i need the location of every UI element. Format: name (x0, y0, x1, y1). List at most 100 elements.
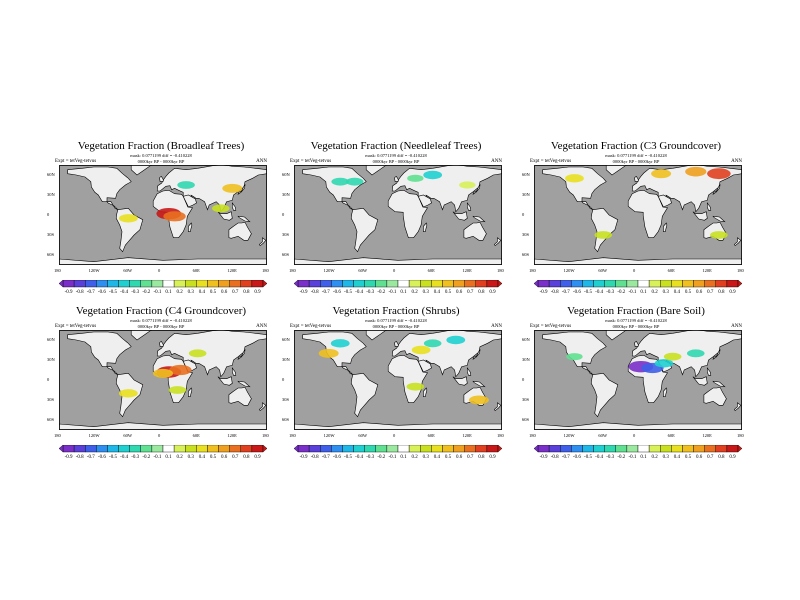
colorbar-swatch (475, 445, 488, 453)
colorbar-swatch (118, 445, 130, 453)
colorbar-min-arrow (534, 280, 539, 288)
longitude-label: 0 (633, 433, 636, 438)
colorbar-swatch (151, 280, 164, 288)
world-map (294, 330, 502, 430)
longitude-label: 180 (529, 433, 536, 438)
colorbar-tick-label: 0.5 (684, 455, 692, 460)
latitude-label: 60N (47, 337, 55, 342)
anomaly-patch (710, 231, 728, 239)
latitude-label: 60N (47, 172, 55, 177)
experiment-label: Expt = tetVeg-tetvus (290, 159, 332, 164)
colorbar-swatch (151, 445, 164, 453)
colorbar-swatch (648, 445, 661, 453)
map-frame (59, 165, 267, 265)
continent (350, 372, 379, 418)
latitude-label: 60S (47, 417, 55, 422)
continent (237, 183, 246, 196)
latitude-label: 30S (282, 397, 290, 402)
latitude-label: 60S (282, 417, 290, 422)
colorbar-swatch (704, 445, 716, 453)
colorbar-tick-label: 0.6 (220, 290, 228, 295)
colorbar-swatch (62, 280, 75, 288)
colorbar-tick-label: 0.6 (455, 455, 463, 460)
anomaly-patch (651, 169, 672, 179)
colorbar-tick-label: -0.3 (131, 455, 140, 460)
colorbar-tick-label: 0.8 (718, 455, 725, 460)
anomaly-patch (188, 349, 207, 358)
longitude-label: 0 (158, 433, 161, 438)
colorbar-swatch (682, 445, 694, 453)
continent (237, 380, 251, 388)
colorbar-tick-label: 0.2 (411, 290, 418, 295)
anomaly-patch (163, 211, 186, 222)
colorbar-swatch (615, 280, 628, 288)
colorbar-swatch (442, 445, 454, 453)
colorbar-swatch (162, 280, 175, 288)
continent (59, 257, 267, 265)
colorbar-tick-label: 0.5 (444, 455, 452, 460)
colorbar-swatch (207, 445, 219, 453)
continent (188, 387, 193, 397)
colorbar-swatch (118, 280, 130, 288)
continent (494, 402, 502, 412)
anomaly-patch (423, 339, 442, 348)
colorbar-ticks: -0.9 -0.8 -0.7 -0.6 -0.5 -0.4 -0.3 -0.2 -0.1 0.1 0… (59, 290, 267, 296)
colorbar-tick-label: -0.5 (344, 290, 352, 295)
colorbar-swatch (331, 280, 343, 288)
period-label: 0000kyr BP - 0000kyr BP (612, 324, 660, 329)
continent (692, 376, 708, 386)
colorbar-tick-label: -0.2 (142, 455, 151, 460)
colorbar-swatch (364, 280, 376, 288)
continent (67, 331, 132, 368)
longitude-label: 120W (88, 268, 100, 273)
colorbar-tick-label: -0.4 (355, 290, 364, 295)
continent (452, 211, 468, 221)
world-map (59, 165, 267, 265)
colorbar-swatch (140, 445, 153, 453)
latitude-label: 30N (522, 357, 530, 362)
panel-mask-stats: mask: 0.0771199 diff = -0.410228 (130, 318, 192, 323)
colorbar-min-arrow (294, 445, 299, 453)
colorbar-max-arrow (737, 280, 742, 288)
colorbar-tick-label: 0.6 (695, 455, 703, 460)
longitude-label: 180 (529, 268, 536, 273)
continent (712, 348, 721, 361)
colorbar-swatch (185, 280, 197, 288)
period-label: 0000kyr BP - 0000kyr BP (137, 159, 185, 164)
colorbar-tick-label: 0.5 (444, 290, 452, 295)
colorbar-tick-label: -0.3 (606, 290, 615, 295)
world-map (534, 165, 742, 265)
colorbar-tick-label: -0.6 (332, 455, 341, 460)
colorbar-tick-label: -0.6 (572, 455, 581, 460)
colorbar-swatch (726, 445, 739, 453)
continent (423, 387, 428, 397)
anomaly-patch (118, 214, 138, 223)
colorbar (294, 445, 502, 453)
longitude-label: 180 (737, 268, 744, 273)
continent (294, 257, 502, 265)
longitude-label: 60E (427, 268, 435, 273)
colorbar-swatch (582, 280, 594, 288)
longitude-label: 120W (323, 433, 335, 438)
anomaly-patch (177, 181, 195, 189)
anomaly-patch (345, 177, 364, 186)
anomaly-patch (707, 168, 731, 180)
colorbar-tick-label: 0.1 (400, 290, 407, 295)
colorbar-swatch (218, 280, 230, 288)
latitude-label: 30S (282, 232, 290, 237)
colorbar-swatch (375, 445, 388, 453)
continent (734, 402, 742, 412)
colorbar-ticks: -0.9 -0.8 -0.7 -0.6 -0.5 -0.4 -0.3 -0.2 -0.1 0.1 0… (294, 290, 502, 296)
colorbar-swatch (715, 445, 728, 453)
colorbar-tick-label: 0.1 (165, 455, 172, 460)
colorbar-swatch (297, 445, 310, 453)
colorbar-swatch (693, 280, 705, 288)
colorbar-min-arrow (59, 280, 64, 288)
colorbar-tick-label: -0.7 (321, 290, 330, 295)
colorbar-swatch (331, 445, 343, 453)
longitude-label: 180 (737, 433, 744, 438)
continent (259, 402, 267, 412)
colorbar-tick-label: -0.8 (310, 455, 319, 460)
colorbar-tick-label: -0.2 (617, 290, 626, 295)
panel-title: Vegetation Fraction (Shrubs) (332, 305, 460, 317)
